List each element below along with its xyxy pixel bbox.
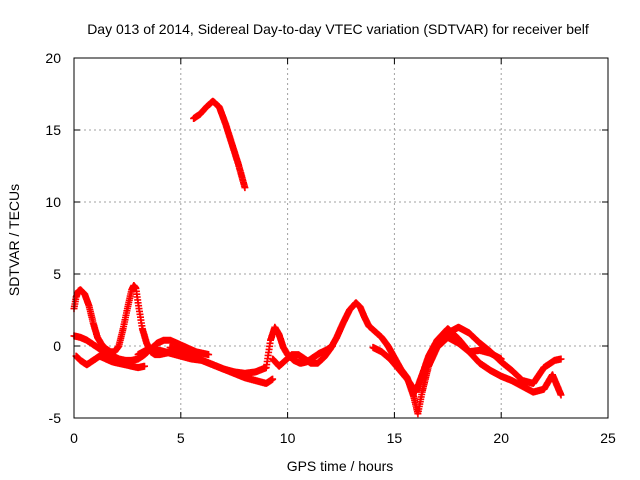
y-tick-label: -5 xyxy=(49,410,62,426)
chart-title: Day 013 of 2014, Sidereal Day-to-day VTE… xyxy=(87,21,589,37)
y-tick-label: 5 xyxy=(53,266,61,282)
chart-background xyxy=(0,0,640,480)
x-axis-label: GPS time / hours xyxy=(287,458,394,474)
y-tick-label: 20 xyxy=(45,50,61,66)
y-tick-label: 10 xyxy=(45,194,61,210)
x-tick-label: 0 xyxy=(70,430,78,446)
x-tick-label: 20 xyxy=(493,430,509,446)
x-tick-label: 5 xyxy=(177,430,185,446)
y-axis-label: SDTVAR / TECUs xyxy=(6,184,22,296)
x-tick-label: 10 xyxy=(280,430,296,446)
y-tick-label: 15 xyxy=(45,122,61,138)
y-tick-label: 0 xyxy=(53,338,61,354)
x-tick-label: 15 xyxy=(387,430,403,446)
sdtvar-chart: 0 5 10 15 20 25 -5 0 5 10 15 20 Day 013 of 2014, Si… xyxy=(0,0,640,480)
x-tick-label: 25 xyxy=(600,430,616,446)
